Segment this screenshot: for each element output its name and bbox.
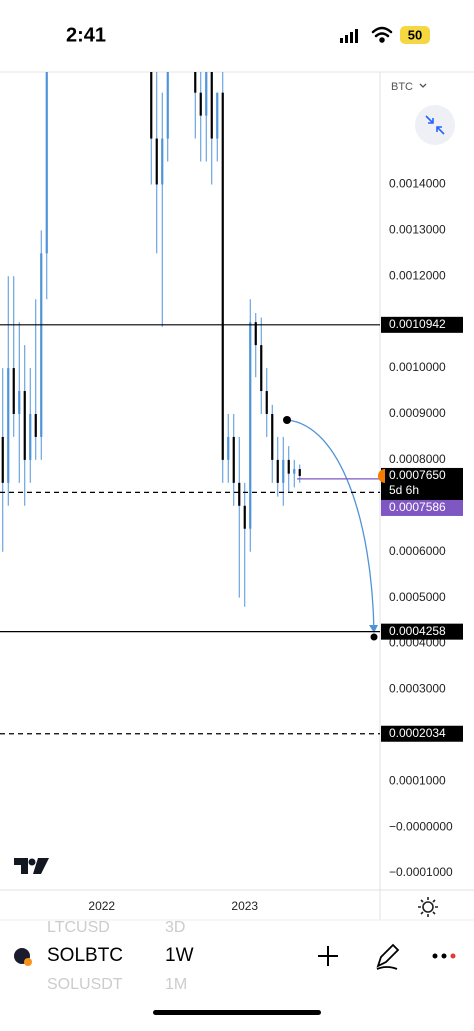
candle-body — [210, 72, 213, 139]
home-indicator — [153, 1010, 321, 1015]
tradingview-logo — [14, 858, 49, 874]
x-tick-label: 2023 — [231, 899, 258, 913]
countdown: 5d 6h — [389, 483, 419, 497]
candle-body — [150, 72, 153, 139]
arrow-start — [283, 416, 291, 424]
arrow-head — [369, 625, 378, 633]
last-price-bg — [381, 467, 463, 500]
candle-body — [51, 0, 53, 24]
y-tick-label: 0.0014000 — [389, 177, 446, 191]
candle-body — [298, 469, 301, 476]
candle-body — [40, 253, 43, 437]
last-price-marker — [378, 468, 385, 483]
price-line-label-bg — [381, 725, 463, 742]
candle-body — [29, 413, 32, 460]
price-line-label-bg — [381, 623, 463, 640]
draw-button[interactable] — [376, 943, 400, 970]
next-interval: 1M — [165, 976, 187, 993]
candle-body — [155, 138, 158, 185]
projection-arrow — [286, 419, 375, 633]
candle-body — [282, 459, 285, 483]
candle-body — [166, 72, 169, 139]
candle-body — [18, 391, 21, 414]
candle-body — [293, 469, 296, 474]
picker-fade — [0, 934, 240, 976]
candle-body — [194, 72, 197, 93]
candle-body — [260, 345, 263, 392]
y-tick-label: 0.0012000 — [389, 268, 446, 282]
y-tick-label: 0.0013000 — [389, 223, 446, 237]
candle-body — [12, 368, 15, 414]
candle-body — [287, 459, 290, 474]
price-line-label-bg — [381, 316, 463, 333]
candle-body — [216, 92, 219, 139]
candle-body — [232, 436, 235, 483]
scale-button[interactable] — [415, 105, 455, 145]
currency[interactable]: BTC — [391, 81, 413, 93]
y-tick-label: 0.0003000 — [389, 682, 446, 696]
candle-body — [227, 436, 230, 460]
candle-body — [238, 482, 241, 506]
bid-price-label-bg — [381, 499, 463, 516]
candle-body — [189, 0, 191, 24]
candle-body — [205, 72, 208, 116]
symbol[interactable]: SOLBTC — [47, 945, 123, 966]
prev-symbol: LTCUSD — [47, 919, 110, 936]
more-button[interactable] — [432, 953, 456, 959]
candle-body — [265, 391, 268, 414]
y-tick-label: 0.0005000 — [389, 590, 446, 604]
bid-price-label: 0.0007586 — [389, 500, 446, 514]
candle-body — [23, 391, 26, 460]
currency-chevron — [419, 83, 427, 88]
battery — [400, 26, 430, 44]
collapse-icon — [425, 115, 445, 135]
candles — [1, 0, 301, 607]
next-symbol: SOLUSDT — [47, 976, 123, 993]
y-tick-label: 0.0008000 — [389, 452, 446, 466]
y-tick-label: 0.0006000 — [389, 544, 446, 558]
prev-interval: 3D — [165, 919, 185, 936]
price-axis: 0.0014000 0.0013000 0.0012000 0.0010000 0.00… — [389, 177, 453, 880]
price-line-label: 0.0002034 — [389, 726, 446, 740]
candle-body — [161, 138, 164, 185]
candle-body — [221, 92, 224, 460]
signal-icon — [340, 29, 358, 43]
last-price-label: 0.0007650 — [389, 468, 446, 482]
clock: 2:41 — [66, 24, 106, 46]
y-tick-label: 0.0009000 — [389, 406, 446, 420]
candle-body — [199, 92, 202, 116]
candle-body — [276, 459, 279, 483]
candle-body — [254, 322, 257, 346]
price-line-label: 0.0004258 — [389, 624, 446, 638]
y-tick-label: −0.0001000 — [389, 865, 453, 879]
add-button[interactable] — [318, 946, 338, 966]
price-line-label: 0.0010942 — [389, 317, 446, 331]
wifi-icon — [371, 26, 393, 43]
interval[interactable]: 1W — [165, 945, 194, 966]
candle-body — [34, 413, 37, 437]
candle-body — [7, 368, 10, 483]
x-tick-label: 2022 — [88, 899, 115, 913]
y-tick-label: 0.0001000 — [389, 773, 446, 787]
candle-body — [249, 322, 252, 529]
y-tick-label: −0.0000000 — [389, 819, 453, 833]
settings-icon[interactable] — [418, 897, 438, 917]
candle-body — [45, 72, 48, 254]
candle-body — [243, 505, 246, 529]
battery-level: 50 — [408, 27, 422, 42]
candle-body — [1, 436, 4, 483]
y-tick-label: 0.0010000 — [389, 360, 446, 374]
symbol-sub-icon — [24, 958, 32, 966]
arrow-end — [370, 633, 378, 641]
candle-body — [271, 413, 274, 460]
